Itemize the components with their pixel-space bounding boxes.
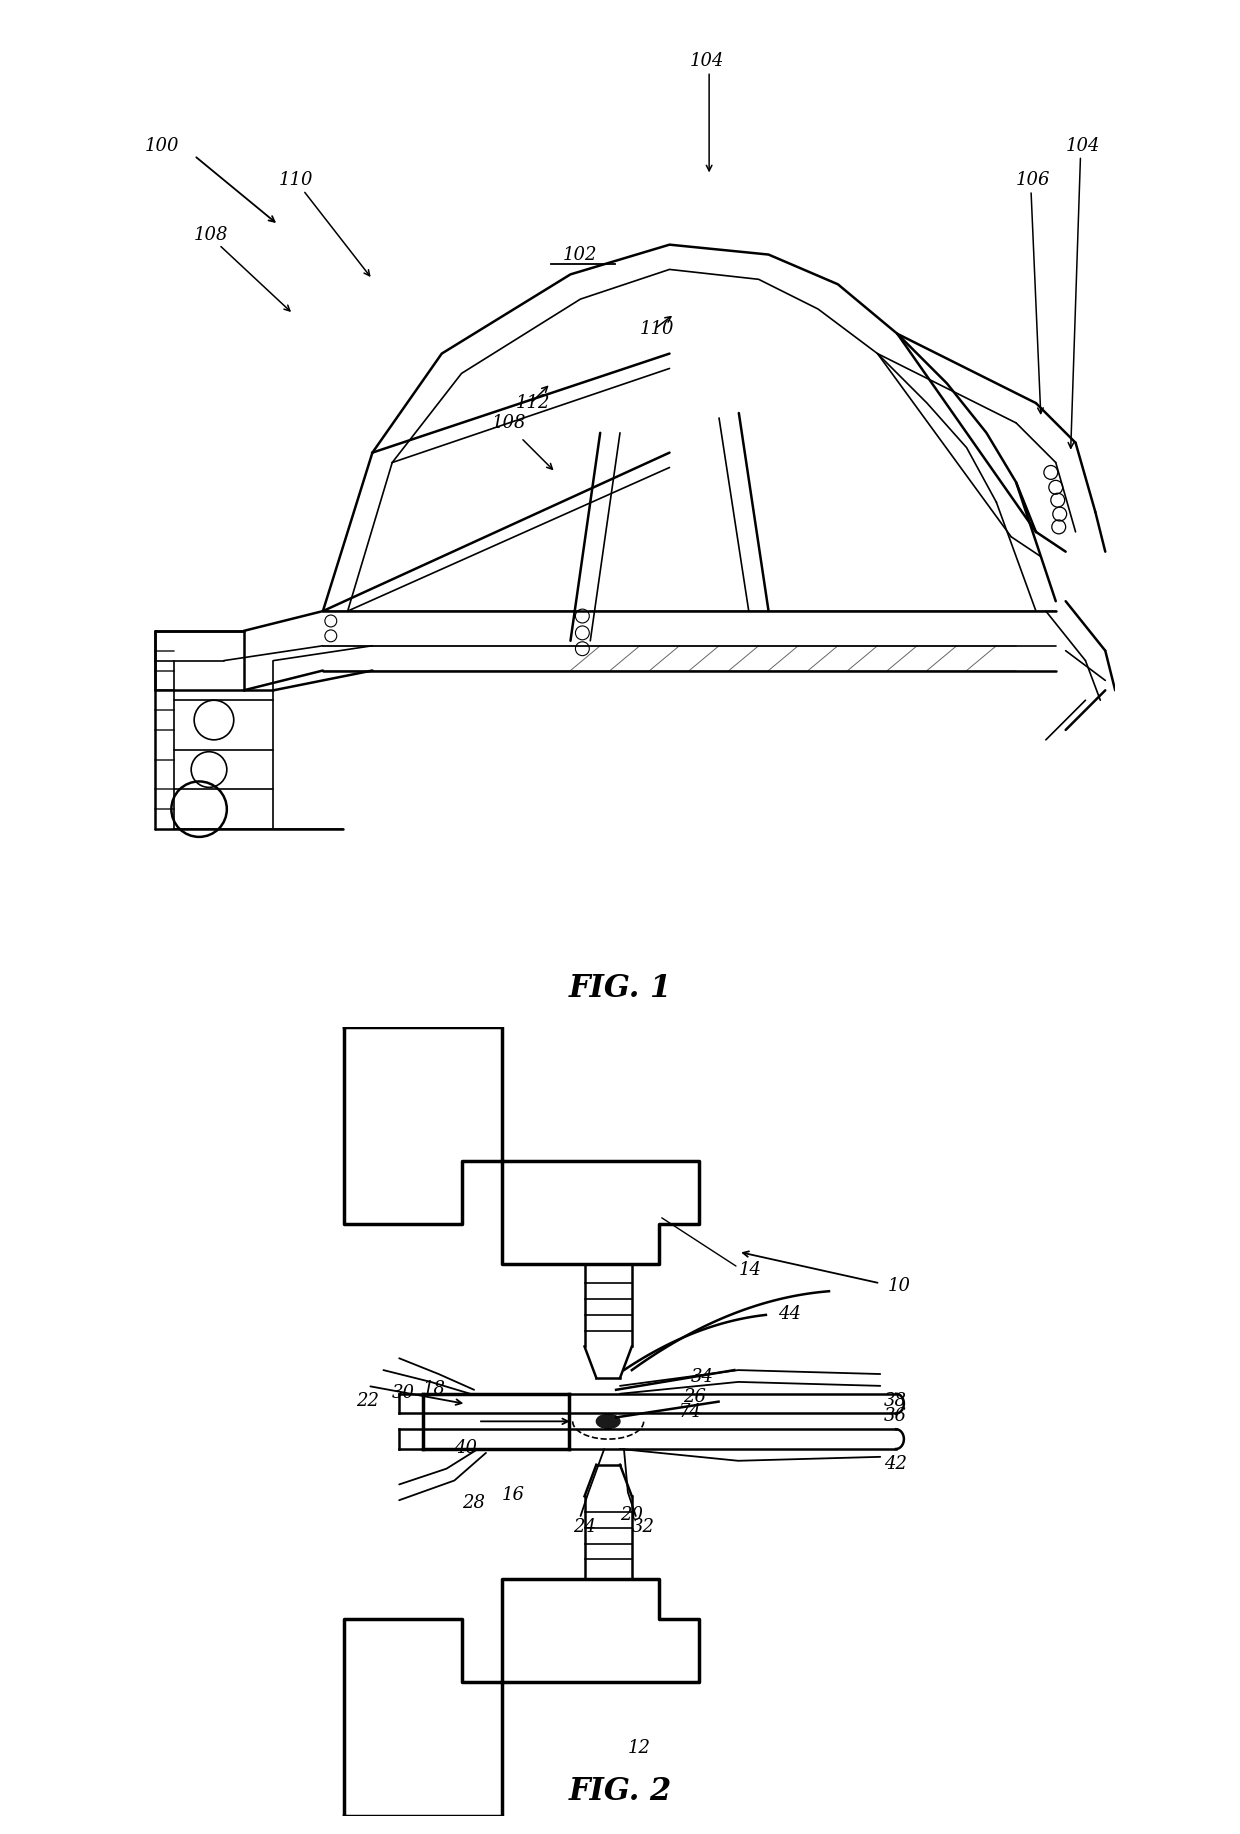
Text: 24: 24 [573, 1519, 595, 1535]
Text: 36: 36 [884, 1407, 908, 1425]
Text: 10: 10 [888, 1276, 911, 1295]
Text: FIG. 1: FIG. 1 [568, 974, 672, 1005]
Text: 28: 28 [463, 1495, 485, 1511]
Text: 44: 44 [777, 1304, 801, 1322]
Text: 106: 106 [1016, 171, 1050, 189]
Text: 102: 102 [563, 246, 598, 264]
Text: 100: 100 [145, 136, 179, 154]
Text: 108: 108 [491, 414, 526, 431]
Text: 16: 16 [502, 1486, 525, 1504]
Text: 34: 34 [691, 1368, 714, 1387]
Text: 40: 40 [454, 1440, 477, 1456]
Text: 110: 110 [278, 171, 312, 189]
Text: 112: 112 [516, 394, 551, 413]
Text: FIG. 2: FIG. 2 [568, 1775, 672, 1806]
Text: 38: 38 [884, 1392, 908, 1410]
Text: 14: 14 [738, 1262, 761, 1280]
Text: 12: 12 [627, 1739, 651, 1757]
Text: 110: 110 [640, 319, 675, 337]
Text: 18: 18 [423, 1379, 446, 1398]
Text: 30: 30 [392, 1383, 414, 1401]
Text: 26: 26 [683, 1388, 706, 1405]
Text: 32: 32 [632, 1519, 655, 1535]
Text: 22: 22 [356, 1392, 378, 1410]
Text: 108: 108 [195, 226, 228, 244]
Ellipse shape [596, 1414, 620, 1429]
Text: 104: 104 [1065, 136, 1100, 154]
Text: 42: 42 [884, 1454, 908, 1473]
Text: 20: 20 [620, 1506, 644, 1524]
Text: 104: 104 [689, 53, 724, 70]
Text: 74: 74 [680, 1403, 702, 1421]
